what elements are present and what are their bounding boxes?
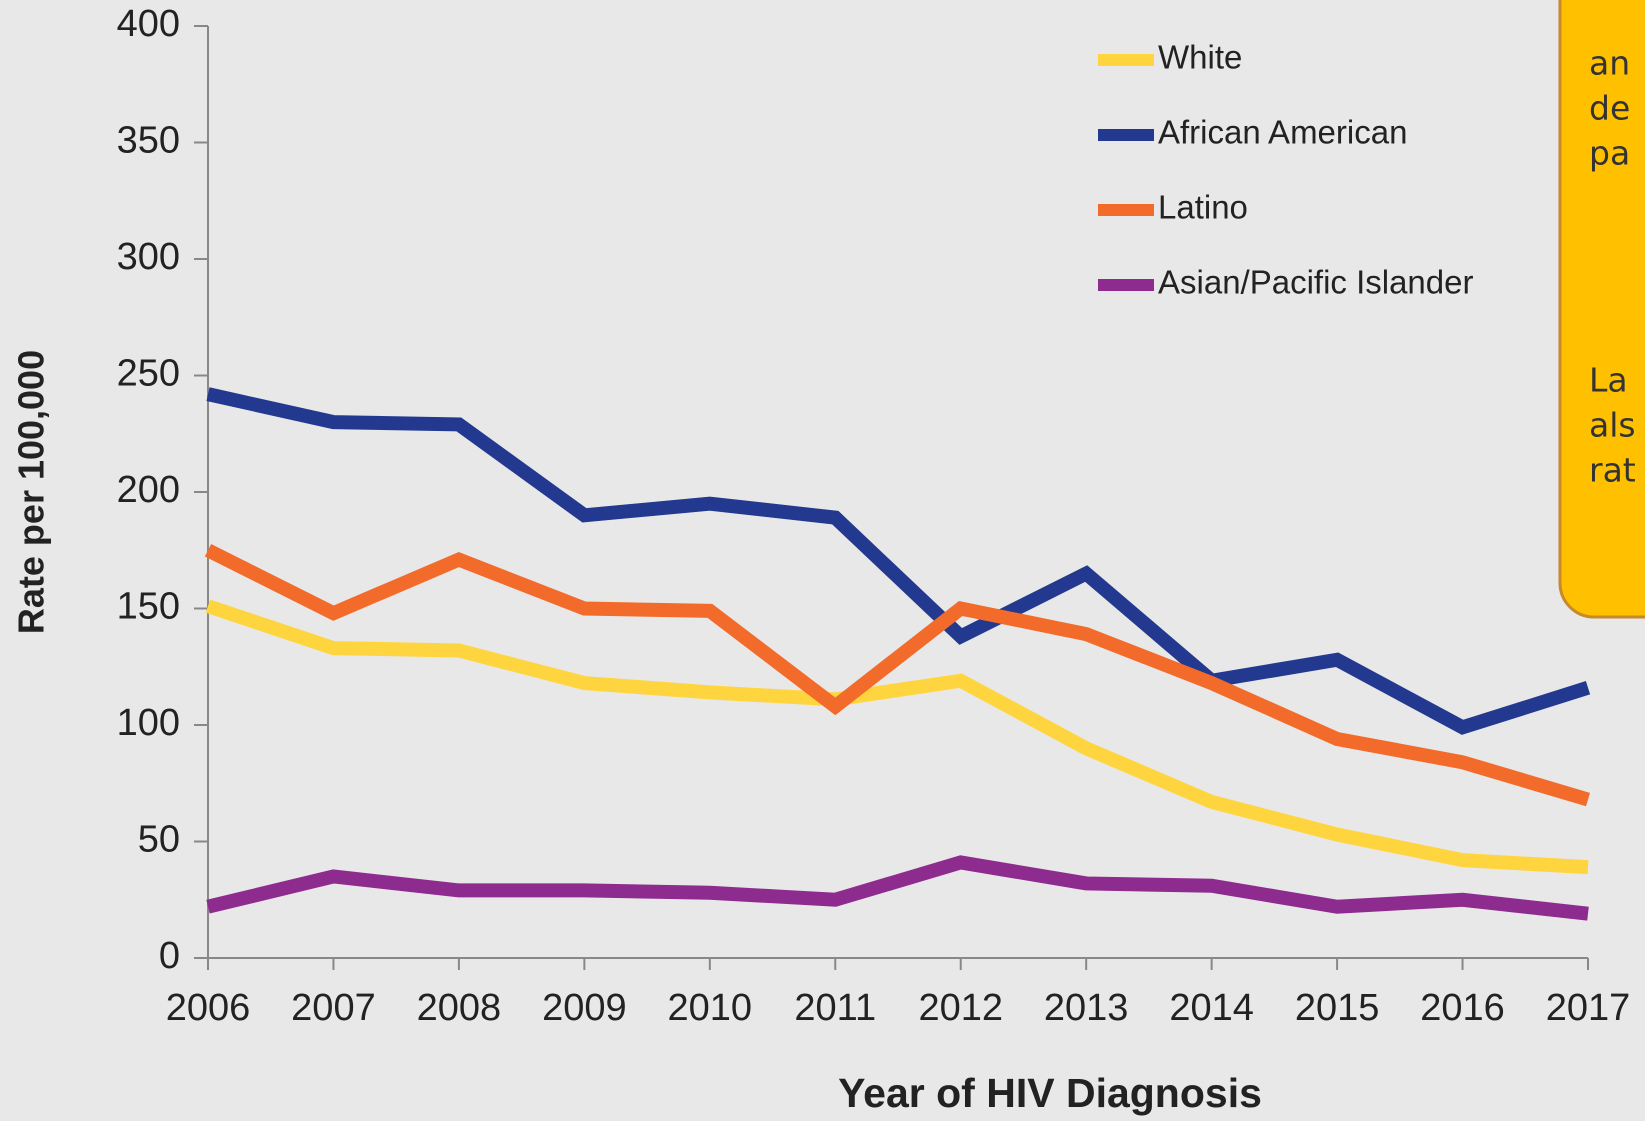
line-series	[205, 599, 1589, 875]
legend-swatch	[1098, 204, 1154, 216]
legend-swatch	[1098, 279, 1154, 291]
y-tick-label: 150	[117, 586, 180, 628]
line-series	[206, 387, 1591, 735]
callout-text: La	[1589, 361, 1628, 400]
legend-label: African American	[1158, 114, 1407, 151]
x-tick-label: 2011	[794, 987, 876, 1029]
y-tick-label: 400	[117, 3, 180, 45]
legend-label: White	[1158, 39, 1242, 76]
y-tick-label: 250	[117, 353, 180, 395]
x-tick-label: 2012	[918, 987, 1003, 1029]
legend-label: Latino	[1158, 189, 1248, 226]
x-tick-label: 2014	[1169, 987, 1254, 1029]
callout-text: an	[1589, 44, 1630, 83]
x-tick-label: 2015	[1295, 987, 1380, 1029]
x-tick-label: 2010	[668, 987, 753, 1029]
y-tick-label: 100	[117, 702, 180, 744]
line-series	[206, 855, 1589, 921]
callout-text: rat	[1589, 451, 1636, 490]
x-tick-label: 2006	[166, 987, 251, 1029]
legend-swatch	[1098, 54, 1154, 66]
callout-text: de	[1589, 89, 1630, 128]
y-tick-label: 50	[138, 819, 180, 861]
y-tick-label: 350	[117, 120, 180, 162]
line-series	[204, 543, 1590, 807]
y-tick-label: 200	[117, 469, 180, 511]
callout-text: als	[1589, 406, 1636, 445]
x-tick-label: 2009	[542, 987, 627, 1029]
x-tick-label: 2007	[291, 987, 376, 1029]
y-tick-label: 300	[117, 236, 180, 278]
callout-text: pa	[1589, 134, 1630, 173]
y-axis-title: Rate per 100,000	[11, 350, 52, 634]
legend-swatch	[1098, 129, 1154, 141]
x-tick-label: 2013	[1044, 987, 1129, 1029]
x-tick-label: 2016	[1420, 987, 1505, 1029]
legend-label: Asian/Pacific Islander	[1158, 264, 1473, 301]
x-tick-label: 2017	[1546, 987, 1631, 1029]
callout-box	[1558, 0, 1645, 619]
x-axis-title: Year of HIV Diagnosis	[838, 1070, 1262, 1116]
y-tick-label: 0	[159, 935, 180, 977]
x-tick-label: 2008	[417, 987, 502, 1029]
